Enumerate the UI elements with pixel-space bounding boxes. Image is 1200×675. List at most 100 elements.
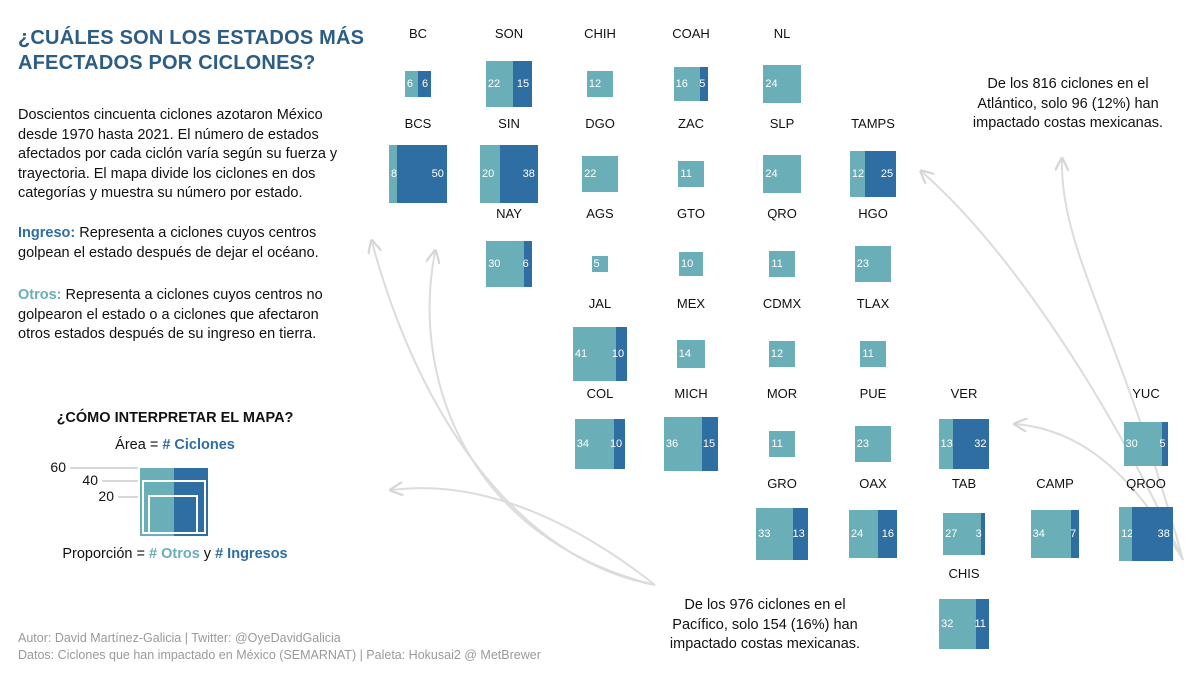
state-label: SIN — [498, 116, 520, 131]
state-square: 33 13 — [756, 508, 808, 560]
ingreso-bar: 32 — [953, 418, 990, 470]
otros-value: 24 — [765, 167, 778, 180]
otros-value: 24 — [765, 77, 778, 90]
otros-bar: 24 — [848, 509, 878, 559]
arrow-atlantic-annotation — [1062, 160, 1184, 561]
otros-value: 30 — [1125, 437, 1138, 450]
otros-value: 11 — [862, 347, 874, 360]
state-square: 11 — [769, 431, 795, 457]
ingreso-bar: 13 — [793, 508, 808, 560]
otros-value: 12 — [1121, 527, 1134, 540]
ingreso-value: 16 — [881, 527, 894, 540]
ingreso-bar: 10 — [612, 326, 628, 382]
state-square: 24 — [763, 65, 801, 103]
intro-paragraph: Doscientos cincuenta ciclones azotaron M… — [18, 107, 338, 201]
legend-area-keyword: # Ciclones — [162, 437, 235, 453]
state-square: 13 32 — [938, 418, 990, 470]
state-label: BCS — [404, 116, 432, 131]
state-label: NL — [773, 26, 791, 41]
ingreso-value: 7 — [1070, 527, 1077, 540]
state-label: TAB — [951, 476, 977, 491]
state-label: MEX — [676, 296, 706, 311]
state-label: CDMX — [762, 296, 802, 311]
otros-bar: 22 — [582, 156, 618, 192]
otros-bar: 13 — [938, 418, 954, 470]
state-square: 32 11 — [939, 599, 989, 649]
arrow-pacific-nay — [430, 252, 656, 586]
ingreso-text: Representa a ciclones cuyos centros golp… — [18, 225, 319, 261]
otros-bar: 11 — [678, 161, 704, 187]
otros-bar: 11 — [769, 251, 795, 277]
ingreso-value: 5 — [1159, 437, 1166, 450]
state-label: COAH — [672, 26, 710, 41]
ingreso-bar: 16 — [877, 509, 897, 559]
legend-square-otros — [140, 468, 174, 536]
ingreso-value: 10 — [609, 437, 623, 450]
otros-value: 11 — [771, 257, 783, 270]
ingreso-bar: 50 — [397, 145, 447, 203]
state-label: QROO — [1126, 476, 1166, 491]
legend-prop-otros: # Otros — [149, 546, 200, 562]
state-label: GRO — [767, 476, 797, 491]
ingreso-value: 13 — [792, 527, 805, 540]
otros-bar: 20 — [480, 145, 500, 203]
legend-outline-20 — [148, 495, 198, 534]
otros-value: 22 — [584, 167, 597, 180]
arrow-pacific-gro — [392, 488, 656, 586]
otros-value: 13 — [940, 437, 953, 450]
otros-label: Otros: — [18, 287, 62, 303]
legend-prop-ingresos: # Ingresos — [215, 546, 288, 562]
ingreso-value: 6 — [522, 257, 529, 270]
state-label: MOR — [766, 386, 798, 401]
state-square: 16 5 — [673, 66, 709, 102]
legend-tick-40: 40 — [82, 472, 98, 488]
otros-value: 24 — [850, 527, 864, 540]
otros-bar: 12 — [1119, 507, 1134, 561]
otros-bar: 5 — [591, 255, 609, 273]
state-square: 20 38 — [480, 145, 538, 203]
state-label: TLAX — [856, 296, 890, 311]
state-label: PUE — [859, 386, 887, 401]
state-square: 24 16 — [848, 509, 897, 559]
otros-bar: 8 — [389, 145, 397, 203]
state-square: 24 — [763, 155, 801, 193]
ingreso-bar: 7 — [1070, 509, 1080, 559]
ingreso-value: 50 — [431, 167, 444, 180]
ingreso-bar: 6 — [417, 70, 432, 98]
state-label: YUC — [1132, 386, 1160, 401]
otros-bar: 6 — [404, 70, 418, 98]
state-label: COL — [586, 386, 614, 401]
otros-value: 5 — [593, 257, 600, 270]
otros-bar: 11 — [769, 431, 795, 457]
ingreso-bar: 38 — [500, 145, 538, 203]
otros-value: 11 — [771, 437, 783, 450]
state-square: 22 — [582, 156, 618, 192]
state-square: 12 25 — [849, 150, 897, 198]
otros-bar: 12 — [849, 150, 865, 198]
ingreso-label: Ingreso: — [18, 225, 76, 241]
ingreso-bar: 5 — [699, 66, 709, 102]
ingreso-value: 15 — [516, 77, 530, 90]
otros-bar: 16 — [673, 66, 701, 102]
state-label: SON — [494, 26, 524, 41]
otros-value: 34 — [576, 437, 590, 450]
state-square: 23 — [854, 425, 892, 463]
annotation-atlantic: De los 816 ciclones en el Atlántico, sol… — [972, 76, 1164, 131]
otros-value: 23 — [856, 437, 870, 450]
state-label: CAMP — [1036, 476, 1074, 491]
state-square: 22 15 — [485, 60, 533, 108]
otros-value: 14 — [678, 347, 692, 360]
state-label: CHIS — [948, 566, 980, 581]
state-label: TAMPS — [851, 116, 895, 131]
otros-value: 41 — [574, 347, 588, 360]
state-square: 14 — [676, 339, 706, 369]
otros-value: 6 — [406, 77, 413, 90]
otros-value: 12 — [851, 167, 865, 180]
credits-author: Autor: David Martínez-Galicia | Twitter:… — [18, 631, 341, 645]
otros-bar: 23 — [854, 245, 892, 283]
ingreso-value: 6 — [422, 77, 429, 90]
ingreso-value: 11 — [974, 617, 986, 630]
ingreso-value: 32 — [974, 437, 987, 450]
